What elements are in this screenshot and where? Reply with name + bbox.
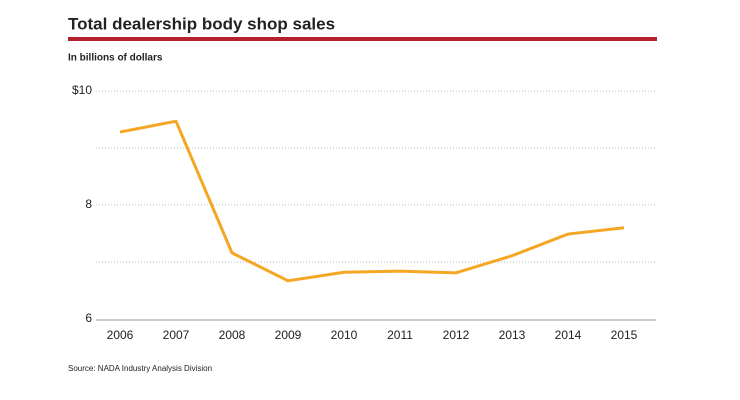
x-tick-label: 2007 [163,328,190,342]
y-tick-label: 8 [85,197,92,211]
x-tick-label: 2012 [443,328,470,342]
x-tick-label: 2014 [555,328,582,342]
chart-subtitle: In billions of dollars [68,53,163,64]
x-tick-label: 2010 [331,328,358,342]
x-tick-label: 2009 [275,328,302,342]
y-tick-label: $10 [72,83,92,97]
title-rule [68,37,657,41]
y-tick-label: 6 [85,311,92,325]
x-tick-label: 2006 [107,328,134,342]
line [119,119,625,283]
chart-source: Source: NADA Industry Analysis Division [68,364,212,373]
x-tick-label: 2013 [499,328,526,342]
x-tick-label: 2011 [387,328,413,342]
chart-title: Total dealership body shop sales [68,14,335,33]
x-tick-label: 2008 [219,328,246,342]
x-tick-label: 2015 [611,328,638,342]
